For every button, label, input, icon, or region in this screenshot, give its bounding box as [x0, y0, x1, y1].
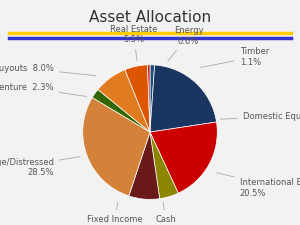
- Text: Real Estate
5.5%: Real Estate 5.5%: [110, 25, 158, 61]
- Text: Hedge/Distressed
28.5%: Hedge/Distressed 28.5%: [0, 157, 80, 177]
- Wedge shape: [129, 132, 160, 199]
- Text: Timber
1.1%: Timber 1.1%: [201, 47, 269, 68]
- Wedge shape: [92, 90, 150, 132]
- Wedge shape: [125, 65, 150, 132]
- Text: Energy
0.6%: Energy 0.6%: [168, 26, 203, 61]
- Wedge shape: [150, 65, 217, 132]
- Wedge shape: [83, 97, 150, 196]
- Wedge shape: [150, 122, 217, 193]
- Wedge shape: [148, 65, 150, 132]
- Text: International Equity
20.5%: International Equity 20.5%: [217, 173, 300, 198]
- Wedge shape: [98, 70, 150, 132]
- Text: Venture  2.3%: Venture 2.3%: [0, 83, 86, 97]
- Wedge shape: [150, 65, 154, 132]
- Wedge shape: [150, 132, 178, 199]
- Text: Fixed Income
7.4%: Fixed Income 7.4%: [87, 202, 142, 225]
- Text: Buyouts  8.0%: Buyouts 8.0%: [0, 63, 96, 76]
- Text: Asset Allocation: Asset Allocation: [89, 10, 211, 25]
- Text: Domestic Equity  21.5%: Domestic Equity 21.5%: [220, 112, 300, 121]
- Text: Cash
4.6%: Cash 4.6%: [155, 202, 177, 225]
